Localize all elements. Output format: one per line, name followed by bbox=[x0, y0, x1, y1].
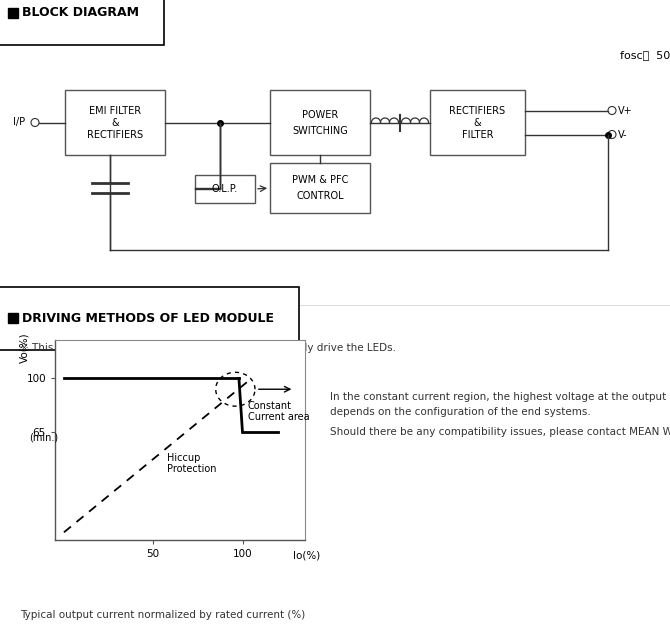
Text: SWITCHING: SWITCHING bbox=[292, 126, 348, 136]
Text: &: & bbox=[111, 117, 119, 127]
Text: CONTROL: CONTROL bbox=[296, 191, 344, 201]
Text: DRIVING METHODS OF LED MODULE: DRIVING METHODS OF LED MODULE bbox=[22, 311, 274, 325]
Text: BLOCK DIAGRAM: BLOCK DIAGRAM bbox=[22, 6, 139, 19]
Text: &: & bbox=[474, 117, 481, 127]
Text: In the constant current region, the highest voltage at the output of the driver: In the constant current region, the high… bbox=[330, 392, 670, 402]
Text: ※ This series works in constant current mode to directly drive the LEDs.: ※ This series works in constant current … bbox=[20, 343, 396, 353]
Bar bbox=[8, 8, 18, 18]
Text: Current area: Current area bbox=[248, 412, 310, 422]
Text: Protection: Protection bbox=[168, 464, 217, 474]
Text: RECTIFIERS: RECTIFIERS bbox=[87, 129, 143, 139]
Bar bbox=[430, 90, 525, 155]
Text: Io(%): Io(%) bbox=[293, 551, 320, 561]
Bar bbox=[270, 163, 370, 213]
Text: Should there be any compatibility issues, please contact MEAN WELL.: Should there be any compatibility issues… bbox=[330, 427, 670, 437]
Text: V+: V+ bbox=[618, 106, 632, 116]
Text: POWER: POWER bbox=[302, 109, 338, 119]
Text: EMI FILTER: EMI FILTER bbox=[89, 106, 141, 116]
Text: depends on the configuration of the end systems.: depends on the configuration of the end … bbox=[330, 407, 591, 417]
Text: PWM & PFC: PWM & PFC bbox=[292, 175, 348, 185]
Text: RECTIFIERS: RECTIFIERS bbox=[450, 106, 506, 116]
Text: Vo(%): Vo(%) bbox=[19, 332, 29, 363]
Text: Constant: Constant bbox=[248, 401, 292, 411]
Text: I/P: I/P bbox=[13, 117, 25, 127]
Bar bbox=[195, 175, 255, 203]
Text: V-: V- bbox=[618, 129, 628, 139]
Bar bbox=[270, 90, 370, 155]
Text: Hiccup: Hiccup bbox=[168, 453, 201, 463]
Text: (min.): (min.) bbox=[29, 432, 58, 442]
Bar bbox=[65, 90, 165, 155]
Text: FILTER: FILTER bbox=[462, 129, 493, 139]
Text: fosc：  50KHz: fosc： 50KHz bbox=[620, 50, 670, 60]
Bar bbox=[8, 313, 18, 323]
Text: O.L.P.: O.L.P. bbox=[212, 184, 238, 194]
Text: Typical output current normalized by rated current (%): Typical output current normalized by rat… bbox=[20, 610, 306, 620]
